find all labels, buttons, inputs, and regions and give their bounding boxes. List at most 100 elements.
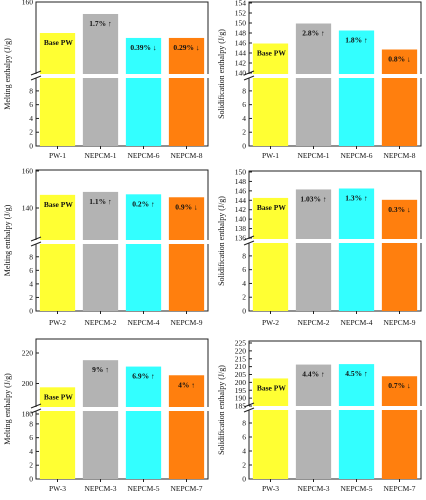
panel-c-bar-annotation-NEPCM-9: 0.9% ↓ <box>175 202 198 211</box>
panel-d-bar-annotation-NEPCM-4: 1.3% ↑ <box>345 194 368 203</box>
panel-d-y-tick-label-low-4: 4 <box>242 279 246 288</box>
panel-a-bar-NEPCM-8 <box>168 37 205 146</box>
panel-e-axis-break-mark-top <box>30 403 42 409</box>
panel-a-x-tick-label-NEPCM-1: NEPCM-1 <box>84 151 116 160</box>
panel-e-bar-annotation-NEPCM-3: 9% ↑ <box>92 365 109 374</box>
panel-f-y-tick-label-215: 215 <box>235 354 247 363</box>
panel-c-x-tick-label-PW-2: PW-2 <box>49 318 66 327</box>
panel-b-bar-annotation-NEPCM-8: 0.8% ↓ <box>388 55 411 64</box>
panel-e-x-tick-label-PW-3: PW-3 <box>49 484 66 493</box>
panel-e-bar-PW-3 <box>39 387 76 479</box>
panel-d-y-tick-label-146: 146 <box>235 186 247 195</box>
panel-f-y-tick-label-low-0: 0 <box>242 475 246 484</box>
panel-f-bar-NEPCM-5 <box>338 364 375 479</box>
panel-a-y-tick-label-160: 160 <box>22 0 34 7</box>
panel-d-x-tick-label-NEPCM-4: NEPCM-4 <box>340 318 372 327</box>
panel-b-bar-NEPCM-8 <box>381 49 418 146</box>
panel-e-bar-NEPCM-7 <box>168 375 205 479</box>
panel-a-y-tick-label-low-4: 4 <box>29 114 33 123</box>
panel-e-y-tick-label-low-8: 8 <box>29 419 33 428</box>
panel-d-x-tick-label-NEPCM-9: NEPCM-9 <box>383 318 415 327</box>
panel-f-bar-annotation-NEPCM-3: 4.4% ↑ <box>302 370 325 379</box>
panel-c-bar-NEPCM-4 <box>125 194 162 311</box>
panel-a-x-tick-label-NEPCM-6: NEPCM-6 <box>127 151 159 160</box>
panel-a-bar-annotation-PW-1: Base PW <box>44 38 73 47</box>
panel-b-axis-break-mark-bottom <box>243 75 255 81</box>
panel-f-x-tick-label-PW-3: PW-3 <box>262 484 279 493</box>
panel-c-y-tick-label-low-2: 2 <box>29 293 33 302</box>
panel-e-y-tick-label-low-2: 2 <box>29 461 33 470</box>
panel-f-y-tick-label-200: 200 <box>235 378 247 387</box>
panel-b-y-tick-label-154: 154 <box>235 0 247 8</box>
panel-f-y-tick-label-195: 195 <box>235 386 247 395</box>
panel-f-axis-break-mark-bottom <box>243 407 255 413</box>
panel-a-x-tick-label-PW-1: PW-1 <box>49 151 66 160</box>
panel-e-bar-annotation-NEPCM-7: 4% ↑ <box>178 380 195 389</box>
panel-b-y-tick-label-low-8: 8 <box>242 86 246 95</box>
panel-b-y-tick-label-low-0: 0 <box>242 142 246 151</box>
panel-d-y-tick-label-low-2: 2 <box>242 293 246 302</box>
panel-d-y-tick-label-150: 150 <box>235 168 247 177</box>
panel-d-bar-NEPCM-2 <box>295 189 332 311</box>
panel-b-y-tick-label-low-4: 4 <box>242 114 246 123</box>
panel-b-axis-break-band <box>243 74 426 78</box>
panel-b-y-tick-label-144: 144 <box>235 49 247 58</box>
panel-d-y-tick-label-low-8: 8 <box>242 251 246 260</box>
panel-e-bar-annotation-NEPCM-5: 6.9% ↑ <box>132 372 155 381</box>
panel-b-y-tick-label-low-6: 6 <box>242 100 246 109</box>
panel-c-y-tick-label-low-8: 8 <box>29 252 33 261</box>
panel-c-axis-break-mark-top <box>30 236 42 242</box>
panel-a-bar-annotation-NEPCM-6: 0.39% ↓ <box>130 43 156 52</box>
panel-b-bar-annotation-NEPCM-1: 2.8% ↑ <box>302 29 325 38</box>
panel-e-bar-NEPCM-3 <box>82 360 119 479</box>
panel-d-y-axis-label: Solidification enthalpy (J/g) <box>217 196 226 286</box>
panel-d-bar-annotation-NEPCM-2: 1.03% ↑ <box>300 194 326 203</box>
panel-d-x-tick-label-NEPCM-2: NEPCM-2 <box>297 318 329 327</box>
panel-c-bar-annotation-NEPCM-2: 1.1% ↑ <box>89 197 112 206</box>
panel-c-x-tick-label-NEPCM-4: NEPCM-4 <box>127 318 159 327</box>
panel-c-x-tick-label-NEPCM-2: NEPCM-2 <box>84 318 116 327</box>
panel-a-bar-NEPCM-6 <box>125 37 162 146</box>
panel-c-bar-PW-2 <box>39 194 76 311</box>
panel-a-bar-annotation-NEPCM-1: 1.7% ↑ <box>89 19 112 28</box>
panel-a-y-tick-label-low-2: 2 <box>29 128 33 137</box>
panel-c-y-tick-label-low-0: 0 <box>29 307 33 316</box>
panel-f-y-axis-label: Solidification enthalpy (J/g) <box>217 365 226 455</box>
panel-b-y-tick-label-146: 146 <box>235 39 247 48</box>
panel-c-bar-annotation-PW-2: Base PW <box>44 200 73 209</box>
panel-e-y-tick-label-low-4: 4 <box>29 447 33 456</box>
panel-b-y-axis-label: Solidification enthalpy (J/g) <box>217 29 226 119</box>
panel-e-axis-break-mark-bottom <box>30 408 42 414</box>
panel-f-bar-annotation-PW-3: Base PW <box>257 383 286 392</box>
panel-b-y-tick-label-150: 150 <box>235 19 247 28</box>
panel-b-y-tick-label-148: 148 <box>235 29 247 38</box>
panel-f-bar-PW-3 <box>252 378 289 479</box>
panel-c-axis-break-band <box>30 240 214 244</box>
panel-d-y-tick-label-140: 140 <box>235 215 247 224</box>
panel-d-axis-break-band <box>243 239 426 243</box>
panel-f-bar-annotation-NEPCM-5: 4.5% ↑ <box>345 369 368 378</box>
panel-b-x-tick-label-NEPCM-6: NEPCM-6 <box>340 151 372 160</box>
panel-e-y-tick-label-180: 180 <box>22 410 34 419</box>
panel-c-bar-NEPCM-2 <box>82 191 119 311</box>
panel-f-y-tick-label-205: 205 <box>235 370 247 379</box>
panel-f-bar-NEPCM-3 <box>295 364 332 479</box>
panel-b-bar-annotation-NEPCM-6: 1.8% ↑ <box>345 36 368 45</box>
panel-d-y-tick-label-136: 136 <box>235 234 247 243</box>
panel-e-x-tick-label-NEPCM-3: NEPCM-3 <box>84 484 116 493</box>
panel-e-x-tick-label-NEPCM-5: NEPCM-5 <box>127 484 159 493</box>
panel-a-y-tick-label-low-8: 8 <box>29 86 33 95</box>
panel-a-axis-break-mark-bottom <box>30 75 42 81</box>
panel-c-y-axis-label: Melting enthalpy (J/g) <box>3 204 12 276</box>
panel-b-x-tick-label-NEPCM-1: NEPCM-1 <box>297 151 329 160</box>
panel-e-y-tick-label-200: 200 <box>22 379 34 388</box>
panel-d-bar-NEPCM-9 <box>381 199 418 311</box>
panel-e-bar-NEPCM-5 <box>125 366 162 479</box>
panel-f-y-tick-label-220: 220 <box>235 346 247 355</box>
panel-d-y-tick-label-low-6: 6 <box>242 265 246 274</box>
panel-a-bar-NEPCM-1 <box>82 13 119 146</box>
panel-e-y-tick-label-220: 220 <box>22 349 34 358</box>
panel-f-y-tick-label-185: 185 <box>235 402 247 411</box>
panel-b-bar-NEPCM-6 <box>338 30 375 146</box>
